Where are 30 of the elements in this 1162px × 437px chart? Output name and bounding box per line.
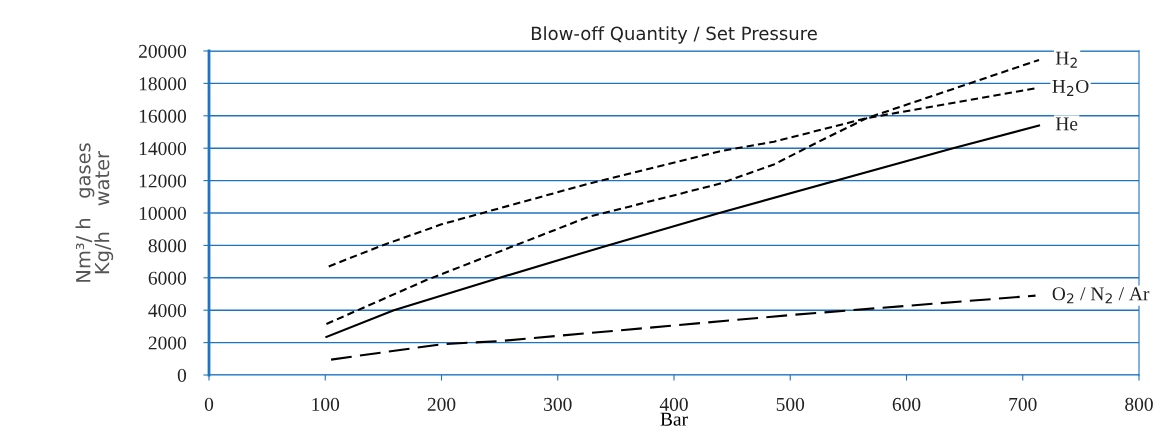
y-tick-label: 6000 <box>148 271 187 285</box>
y-tick-label: 18000 <box>139 77 187 91</box>
y-tick-label: 20000 <box>139 44 187 58</box>
y-axis-title: Nm³/ h gases Kg/h water <box>75 143 114 282</box>
y-tick-label: 2000 <box>148 336 187 350</box>
line-series <box>330 294 1037 361</box>
y-tick-label: 12000 <box>139 174 187 188</box>
x-axis-title: Bar <box>660 412 688 426</box>
x-tick-label: 0 <box>204 397 214 411</box>
x-tick-label: 300 <box>544 397 572 411</box>
y-tick-label: 16000 <box>139 109 187 123</box>
line-series <box>325 124 1041 338</box>
series-label: H$_{2}$O <box>1052 79 1089 96</box>
x-tick-label: 600 <box>892 397 921 411</box>
chart-title: Blow-off Quantity / Set Pressure <box>531 26 817 44</box>
x-tick-label: 200 <box>427 397 456 411</box>
series-label: H$_{2}$ <box>1055 51 1077 68</box>
x-tick-label: 800 <box>1125 397 1153 411</box>
line-series <box>325 58 1041 326</box>
y-tick-label: 14000 <box>139 142 187 156</box>
x-tick-label: 400 <box>659 397 688 411</box>
y-tick-label: 8000 <box>148 239 187 253</box>
x-tick-label: 100 <box>312 397 340 411</box>
series-label: He <box>1055 117 1078 131</box>
y-tick-label: 4000 <box>148 304 187 318</box>
y-tick-label: 0 <box>177 368 187 382</box>
x-tick-label: 700 <box>1009 397 1037 411</box>
x-tick-label: 500 <box>776 397 805 411</box>
series-label: O$_{2}$ / N$_{2}$ / Ar <box>1052 287 1150 304</box>
y-tick-label: 10000 <box>139 206 187 220</box>
